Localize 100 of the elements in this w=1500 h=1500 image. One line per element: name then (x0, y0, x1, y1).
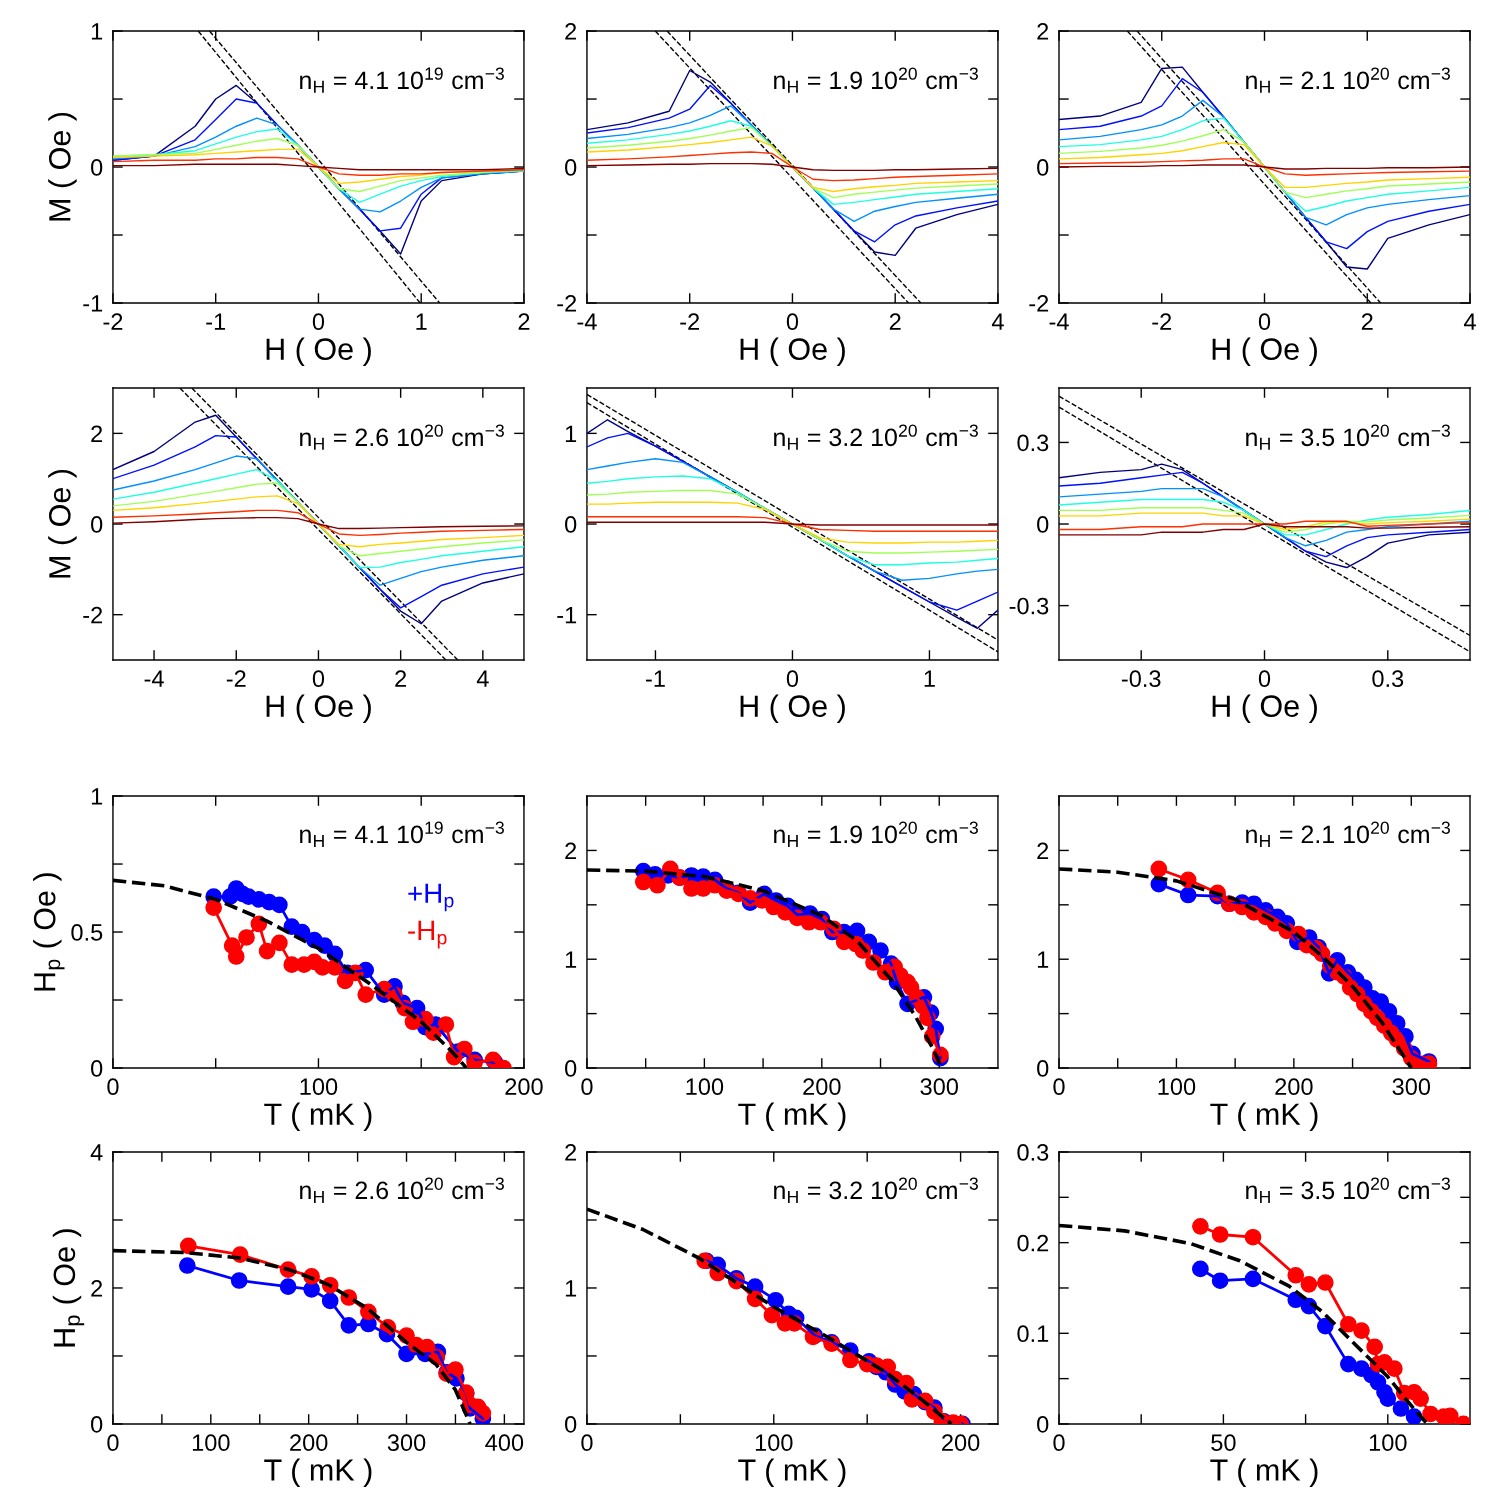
x-tick-label: -2 (680, 313, 700, 330)
annotation: n$_{H}$ = 4.1 10$^{19}$ cm$^{−3}$ (300, 821, 504, 847)
x-tick-label: 200 (505, 1078, 543, 1096)
y-tick-label: 2 (1037, 842, 1049, 859)
y-tick-label: 0 (91, 159, 103, 176)
x-tick-label: 100 (1369, 1434, 1407, 1452)
x-axis-title: T ( mK ) (1210, 1458, 1318, 1487)
x-axis-title: H ( Oe ) (1212, 694, 1317, 723)
x-tick-label: 0 (107, 1078, 119, 1096)
x-axis-title: H ( Oe ) (740, 337, 845, 366)
y-tick-label: 0 (1037, 516, 1049, 533)
y-tick-label: 1 (1037, 951, 1049, 968)
x-tick-label: 200 (290, 1434, 328, 1452)
x-tick-label: 100 (755, 1434, 793, 1452)
x-tick-label: 0 (1258, 670, 1271, 688)
series-label: -H$_{p}$ (408, 920, 447, 949)
y-tick-label: 0.3 (1017, 434, 1049, 452)
x-tick-label: 50 (1211, 1434, 1236, 1452)
x-tick-label: 100 (686, 1078, 724, 1096)
x-tick-label: -2 (103, 313, 123, 330)
y-tick-label: 1 (91, 788, 103, 805)
x-axis-title: H ( Oe ) (266, 337, 371, 366)
x-axis-title: T ( mK ) (264, 1458, 372, 1487)
y-tick-label: 2 (91, 1280, 103, 1297)
y-tick-label: 0 (1037, 159, 1049, 176)
annotation: n$_{H}$ = 2.1 10$^{20}$ cm$^{−3}$ (1246, 821, 1450, 847)
y-tick-label: -1 (83, 295, 103, 312)
y-tick-label: 1 (91, 23, 103, 40)
y-tick-label: -1 (557, 606, 577, 624)
annotation: n$_{H}$ = 2.6 10$^{20}$ cm$^{−3}$ (300, 1177, 504, 1203)
y-axis-title: M ( Oe ) (48, 112, 77, 221)
annotation: n$_{H}$ = 1.9 10$^{20}$ cm$^{−3}$ (774, 67, 978, 93)
y-tick-label: 0 (91, 1416, 103, 1433)
y-tick-label: 2 (565, 1144, 577, 1161)
x-axis-title: T ( mK ) (738, 1102, 846, 1131)
y-tick-label: 0.1 (1017, 1325, 1049, 1343)
x-tick-label: 100 (192, 1434, 230, 1452)
annotation: n$_{H}$ = 3.2 10$^{20}$ cm$^{−3}$ (774, 424, 978, 450)
x-tick-label: 2 (889, 313, 901, 330)
x-tick-label: 200 (803, 1078, 841, 1096)
y-tick-label: 4 (90, 1144, 103, 1161)
y-tick-label: 2 (565, 23, 577, 40)
x-tick-label: 0 (786, 670, 799, 688)
y-axis-title: M ( Oe ) (48, 469, 77, 578)
y-tick-label: 0 (91, 516, 103, 533)
annotation: n$_{H}$ = 3.2 10$^{20}$ cm$^{−3}$ (774, 1177, 978, 1203)
x-axis-title: T ( mK ) (738, 1458, 846, 1487)
y-tick-label: 1 (565, 425, 577, 442)
y-tick-label: -2 (1029, 295, 1049, 312)
y-tick-label: 0 (1037, 1060, 1049, 1077)
x-tick-label: 0 (581, 1434, 593, 1452)
x-tick-label: 4 (476, 670, 489, 687)
x-tick-label: 300 (387, 1434, 426, 1452)
y-tick-label: 0 (91, 1060, 103, 1077)
y-tick-label: 2 (91, 425, 103, 442)
y-tick-label: 1 (565, 1280, 577, 1297)
x-tick-label: 0 (786, 313, 799, 331)
x-tick-label: 0 (312, 670, 325, 688)
x-axis-title: H ( Oe ) (740, 694, 845, 723)
y-tick-label: 0 (1037, 1416, 1049, 1433)
y-tick-label: 0 (565, 516, 577, 533)
y-tick-label: 0.3 (1017, 1144, 1049, 1161)
x-tick-label: -4 (144, 670, 164, 687)
x-tick-label: 0.3 (1372, 670, 1404, 688)
annotation: n$_{H}$ = 2.6 10$^{20}$ cm$^{−3}$ (300, 424, 504, 450)
x-tick-label: 2 (1361, 313, 1373, 330)
x-tick-label: 4 (991, 313, 1004, 330)
x-tick-label: 100 (1158, 1078, 1196, 1096)
y-tick-label: 0 (565, 1416, 577, 1433)
x-tick-label: 1 (924, 670, 935, 687)
y-tick-label: -2 (557, 295, 577, 312)
y-axis-title: H$_{p}$ ( Oe ) (52, 1229, 85, 1347)
y-tick-label: 0 (565, 159, 577, 176)
x-tick-label: 300 (920, 1078, 959, 1096)
x-tick-label: -2 (1152, 313, 1172, 330)
y-axis-title: H$_{p}$ ( Oe ) (33, 873, 65, 991)
y-tick-label: 0 (565, 1060, 577, 1077)
x-tick-label: 0 (1053, 1078, 1065, 1096)
x-tick-label: 0 (1053, 1434, 1065, 1452)
x-tick-label: 200 (942, 1434, 980, 1452)
x-tick-label: 0 (312, 313, 325, 331)
x-tick-label: 0 (581, 1078, 593, 1096)
x-tick-label: 4 (1463, 313, 1476, 330)
y-tick-label: 1 (565, 951, 577, 968)
annotation: n$_{H}$ = 4.1 10$^{19}$ cm$^{−3}$ (300, 67, 504, 93)
x-tick-label: -2 (226, 670, 246, 687)
x-axis-title: H ( Oe ) (1212, 337, 1317, 366)
y-tick-label: 0.5 (71, 924, 103, 941)
x-tick-label: 2 (518, 313, 530, 330)
text: +H$_{p}$ (408, 883, 454, 912)
x-tick-label: 100 (300, 1078, 338, 1096)
x-tick-label: 2 (395, 670, 407, 687)
annotation: n$_{H}$ = 2.1 10$^{20}$ cm$^{−3}$ (1246, 67, 1450, 93)
y-tick-label: 2 (1037, 23, 1049, 40)
x-tick-label: -1 (646, 670, 665, 687)
y-tick-label: -0.3 (1009, 597, 1049, 615)
x-axis-title: T ( mK ) (1210, 1102, 1318, 1131)
y-tick-label: -2 (83, 606, 103, 624)
x-tick-label: 300 (1392, 1078, 1431, 1096)
x-axis-title: H ( Oe ) (266, 694, 371, 723)
